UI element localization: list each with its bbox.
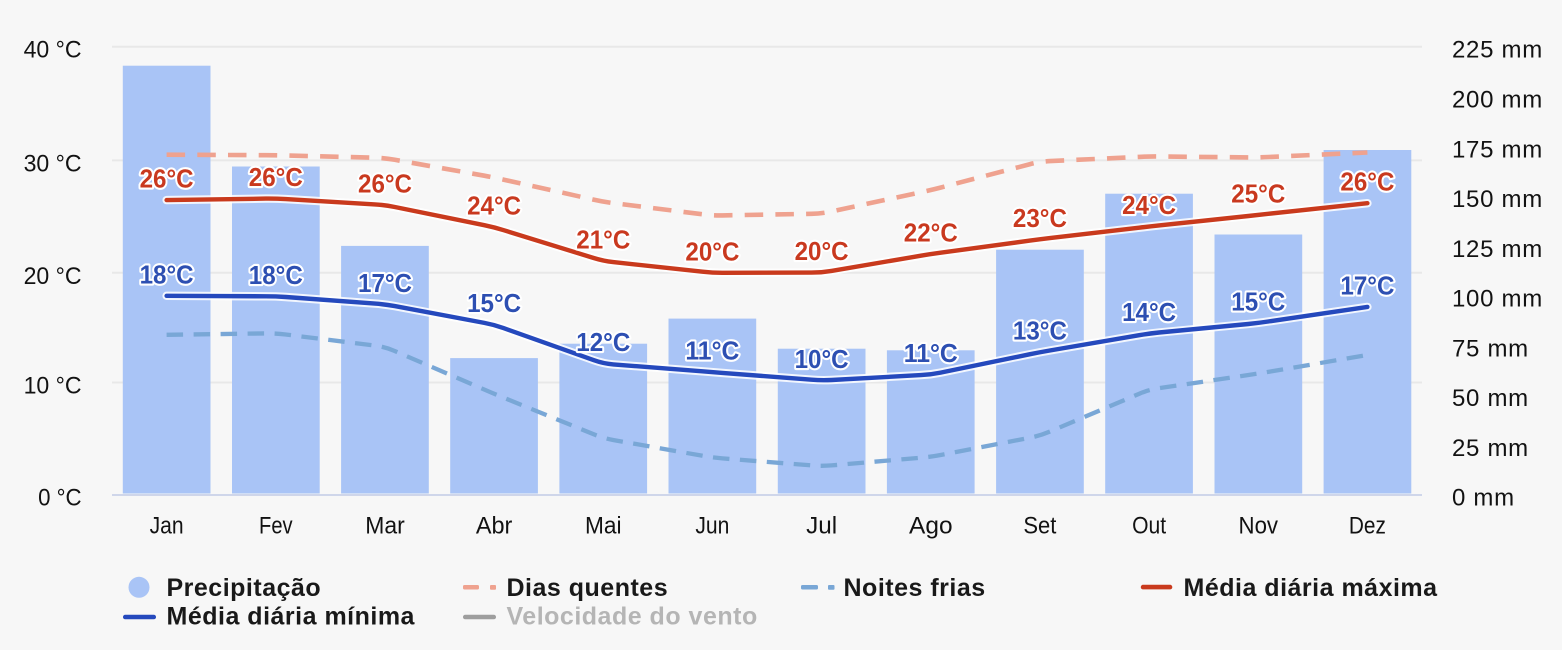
svg-text:Velocidade do vento: Velocidade do vento (507, 603, 758, 631)
svg-text:0 mm: 0 mm (1452, 485, 1515, 512)
svg-text:17°C: 17°C (358, 268, 412, 298)
svg-text:Nov: Nov (1239, 513, 1279, 540)
svg-text:150 mm: 150 mm (1452, 186, 1543, 213)
svg-text:26°C: 26°C (249, 162, 303, 192)
svg-text:23°C: 23°C (1013, 203, 1067, 233)
svg-text:26°C: 26°C (358, 169, 412, 199)
svg-text:25 mm: 25 mm (1452, 435, 1529, 462)
svg-text:Fev: Fev (259, 513, 293, 540)
svg-text:24°C: 24°C (467, 191, 521, 221)
svg-text:Jan: Jan (150, 513, 184, 540)
svg-text:15°C: 15°C (1231, 287, 1285, 317)
svg-text:10 °C: 10 °C (24, 373, 82, 400)
svg-text:12°C: 12°C (576, 327, 630, 357)
svg-text:18°C: 18°C (249, 260, 303, 290)
svg-text:Média diária mínima: Média diária mínima (167, 603, 416, 631)
svg-text:13°C: 13°C (1013, 316, 1067, 346)
svg-text:26°C: 26°C (1340, 167, 1394, 197)
svg-text:17°C: 17°C (1340, 270, 1394, 300)
svg-text:20 °C: 20 °C (24, 263, 82, 290)
svg-text:Jul: Jul (806, 513, 837, 540)
svg-text:Ago: Ago (909, 513, 953, 540)
svg-text:0 °C: 0 °C (38, 485, 82, 512)
svg-text:25°C: 25°C (1231, 178, 1285, 208)
svg-text:225 mm: 225 mm (1452, 37, 1543, 64)
svg-text:18°C: 18°C (140, 259, 194, 289)
svg-text:Média diária máxima: Média diária máxima (1184, 574, 1439, 602)
svg-text:175 mm: 175 mm (1452, 136, 1543, 163)
svg-text:22°C: 22°C (904, 218, 958, 248)
svg-text:11°C: 11°C (685, 336, 739, 366)
svg-text:Dias quentes: Dias quentes (507, 574, 669, 602)
svg-text:75 mm: 75 mm (1452, 335, 1529, 362)
svg-text:50 mm: 50 mm (1452, 385, 1529, 412)
svg-text:20°C: 20°C (685, 236, 739, 266)
svg-text:Set: Set (1023, 513, 1056, 540)
svg-text:40 °C: 40 °C (24, 37, 82, 64)
svg-text:21°C: 21°C (576, 225, 630, 255)
svg-text:10°C: 10°C (795, 344, 849, 374)
svg-text:30 °C: 30 °C (24, 150, 82, 177)
svg-text:200 mm: 200 mm (1452, 87, 1543, 114)
svg-text:Dez: Dez (1349, 513, 1386, 540)
svg-text:14°C: 14°C (1122, 297, 1176, 327)
svg-text:Mai: Mai (585, 513, 622, 540)
svg-text:Noites frias: Noites frias (844, 574, 986, 602)
svg-text:20°C: 20°C (795, 236, 849, 266)
svg-text:100 mm: 100 mm (1452, 286, 1543, 313)
svg-text:Out: Out (1132, 513, 1166, 540)
svg-text:Jun: Jun (695, 513, 729, 540)
svg-text:Mar: Mar (365, 513, 405, 540)
svg-text:26°C: 26°C (140, 164, 194, 194)
svg-text:125 mm: 125 mm (1452, 236, 1543, 263)
svg-text:24°C: 24°C (1122, 190, 1176, 220)
svg-text:11°C: 11°C (904, 338, 958, 368)
svg-text:15°C: 15°C (467, 288, 521, 318)
svg-text:Precipitação: Precipitação (167, 574, 322, 602)
svg-text:Abr: Abr (476, 513, 513, 540)
